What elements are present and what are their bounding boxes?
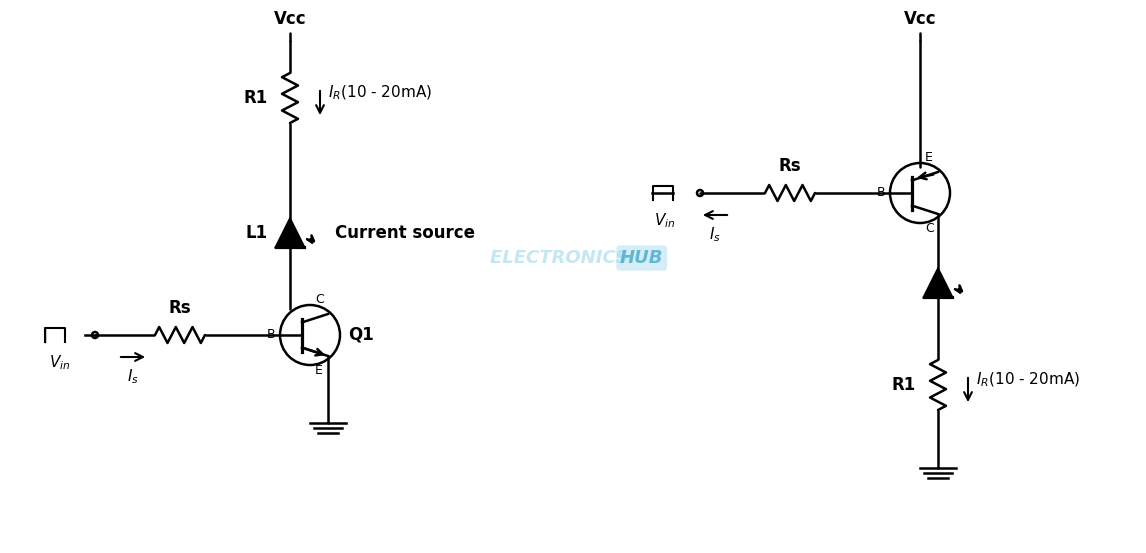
Text: Q1: Q1 <box>348 326 374 344</box>
Text: Vcc: Vcc <box>904 10 936 28</box>
Text: Vcc: Vcc <box>274 10 306 28</box>
Text: $V_{in}$: $V_{in}$ <box>654 211 676 229</box>
Text: Rs: Rs <box>778 157 801 175</box>
Text: E: E <box>925 151 933 164</box>
Polygon shape <box>276 219 304 247</box>
Text: R1: R1 <box>892 376 916 394</box>
Text: B: B <box>266 328 275 342</box>
Text: $I_s$: $I_s$ <box>127 367 139 385</box>
Text: C: C <box>315 293 324 306</box>
Text: Current source: Current source <box>335 224 474 242</box>
Text: $I_R$(10 - 20mA): $I_R$(10 - 20mA) <box>976 371 1081 389</box>
Text: $I_R$(10 - 20mA): $I_R$(10 - 20mA) <box>328 84 432 102</box>
Text: HUB: HUB <box>620 249 664 267</box>
Text: C: C <box>925 222 934 235</box>
Text: $I_s$: $I_s$ <box>709 225 721 244</box>
Text: L1: L1 <box>246 224 268 242</box>
Polygon shape <box>924 269 952 297</box>
Text: Rs: Rs <box>168 299 191 317</box>
Text: ELECTRONICS: ELECTRONICS <box>490 249 635 267</box>
Text: $V_{in}$: $V_{in}$ <box>49 353 71 372</box>
Text: B: B <box>877 186 885 200</box>
Text: R1: R1 <box>244 89 268 107</box>
Text: E: E <box>315 364 323 377</box>
